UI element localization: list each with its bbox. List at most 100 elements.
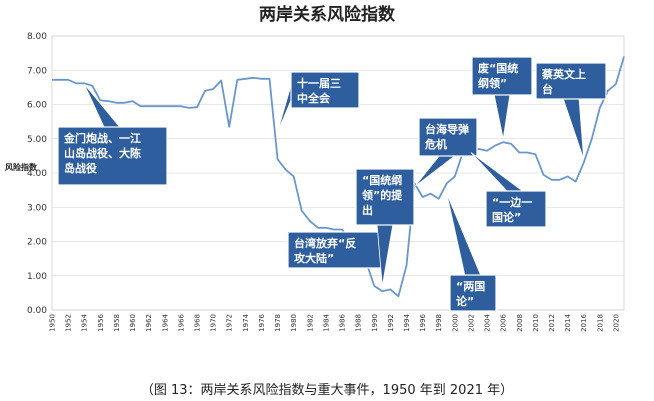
- x-tick-label: 1996: [419, 313, 427, 331]
- callout-pointer: [446, 193, 482, 277]
- callout-text: “国统纲: [362, 173, 402, 187]
- x-tick-label: 2012: [548, 314, 556, 332]
- x-tick-label: 2020: [612, 314, 620, 332]
- callout-box: [471, 56, 533, 96]
- x-tick-label: 2004: [484, 313, 492, 331]
- x-tick-label: 1972: [226, 314, 234, 332]
- callout-text: 金门炮战、一江: [63, 131, 141, 145]
- x-tick-label: 1952: [65, 314, 73, 332]
- x-tick-label: 1974: [242, 313, 250, 331]
- callout-text: 出: [362, 203, 373, 217]
- x-tick-label: 2002: [467, 314, 475, 332]
- callout-pointer: [493, 93, 511, 139]
- x-tick-label: 1964: [161, 313, 169, 331]
- y-tick-label: 0.00: [27, 306, 47, 316]
- callout-box: [287, 231, 384, 269]
- chart-title: 两岸关系风险指数: [259, 4, 396, 25]
- y-tick-label: 4.00: [27, 169, 47, 179]
- y-tick-label: 6.00: [27, 101, 47, 111]
- x-tick-label: 1958: [113, 314, 121, 332]
- callout-box: [535, 62, 607, 100]
- x-tick-label: 2014: [564, 313, 572, 331]
- callout-text: 纲领”: [478, 76, 507, 90]
- annotation-callout: “两国论”: [446, 193, 497, 312]
- callout-pointer: [470, 152, 526, 193]
- x-tick-label: 2018: [596, 314, 604, 332]
- callout-box: [290, 71, 360, 109]
- callout-pointer: [562, 97, 585, 160]
- x-tick-label: 2010: [532, 314, 540, 332]
- y-tick-label: 5.00: [27, 135, 47, 145]
- x-tick-label: 1986: [339, 313, 347, 331]
- x-tick-label: 1954: [81, 313, 89, 331]
- x-tick-label: 1994: [403, 313, 411, 331]
- callout-text: “两国: [456, 280, 485, 293]
- x-tick-label: 1950: [49, 314, 57, 332]
- x-tick-label: 1982: [306, 314, 314, 332]
- y-tick-labels: 0.00 1.00 2.00 3.00 4.00 5.00 6.00 7.00 8.00: [27, 32, 47, 316]
- x-tick-label: 1998: [435, 314, 443, 332]
- callout-pointer: [277, 81, 293, 133]
- figure-caption: （图 13：两岸关系风险指数与重大事件，1950 年到 2021 年）: [141, 382, 513, 398]
- series-line: [52, 56, 625, 298]
- callout-text: 岛战役: [64, 161, 97, 175]
- y-tick-label: 1.00: [27, 272, 47, 282]
- callout-pointer: [376, 223, 394, 287]
- x-tick-label: 1988: [355, 314, 363, 332]
- callout-text: 领”的提: [361, 188, 403, 202]
- x-tick-label: 1966: [177, 313, 185, 331]
- x-tick-label: 1984: [322, 313, 330, 331]
- y-axis-label: 风险指数: [5, 162, 38, 172]
- annotations: 金门炮战、一江山岛战役、大陈岛战役十一届三中全会台湾放弃“反攻大陆”“国统纲领”…: [57, 56, 607, 312]
- callout-text: 国论”: [492, 210, 521, 224]
- x-tick-label: 1968: [194, 314, 202, 332]
- callout-text: 台海导弹: [425, 122, 469, 136]
- x-tick-labels: 1950 1952 1954 1956 1958 1960 1962 1964 1966 1968…: [49, 313, 621, 331]
- x-tick-label: 1980: [290, 314, 298, 332]
- series-layer: [52, 56, 625, 298]
- callout-text: 蔡英文上: [541, 67, 586, 81]
- callout-box: [485, 190, 547, 228]
- x-tick-label: 1970: [210, 314, 218, 332]
- callout-box: [418, 117, 478, 157]
- callout-pointer: [83, 83, 122, 129]
- callout-text: 废“国统: [478, 61, 518, 75]
- callout-text: 攻大陆”: [294, 251, 334, 265]
- x-tick-label: 1956: [97, 313, 105, 331]
- x-tick-label: 1990: [371, 314, 379, 332]
- y-tick-label: 3.00: [27, 203, 47, 213]
- callout-text: 十一届三: [297, 76, 341, 90]
- x-tick-label: 2000: [451, 314, 459, 332]
- x-tick-label: 2016: [580, 313, 588, 331]
- callout-text: 山岛战役、大陈: [64, 146, 141, 160]
- callout-text: “一边一: [492, 195, 532, 209]
- x-tick-label: 1960: [129, 314, 137, 332]
- callout-box: [57, 126, 168, 186]
- callout-text: 台湾放弃“反: [294, 236, 356, 250]
- x-tick-label: 1978: [274, 314, 282, 332]
- x-tick-label: 1962: [145, 314, 153, 332]
- x-tick-label: 1976: [258, 313, 266, 331]
- x-tick-label: 1992: [387, 314, 395, 332]
- y-tick-label: 2.00: [27, 238, 47, 248]
- y-tick-label: 8.00: [27, 32, 47, 42]
- callout-box: [355, 168, 415, 226]
- y-tick-label: 7.00: [27, 66, 47, 76]
- x-tick-label: 2008: [516, 314, 524, 332]
- callout-pointer: [414, 154, 458, 188]
- callout-text: 危机: [424, 137, 447, 151]
- callout-text: 中全会: [297, 91, 331, 105]
- callout-box: [449, 274, 497, 312]
- x-tick-label: 2006: [500, 313, 508, 331]
- callout-text: 论”: [456, 294, 474, 308]
- callout-text: 台: [542, 82, 553, 96]
